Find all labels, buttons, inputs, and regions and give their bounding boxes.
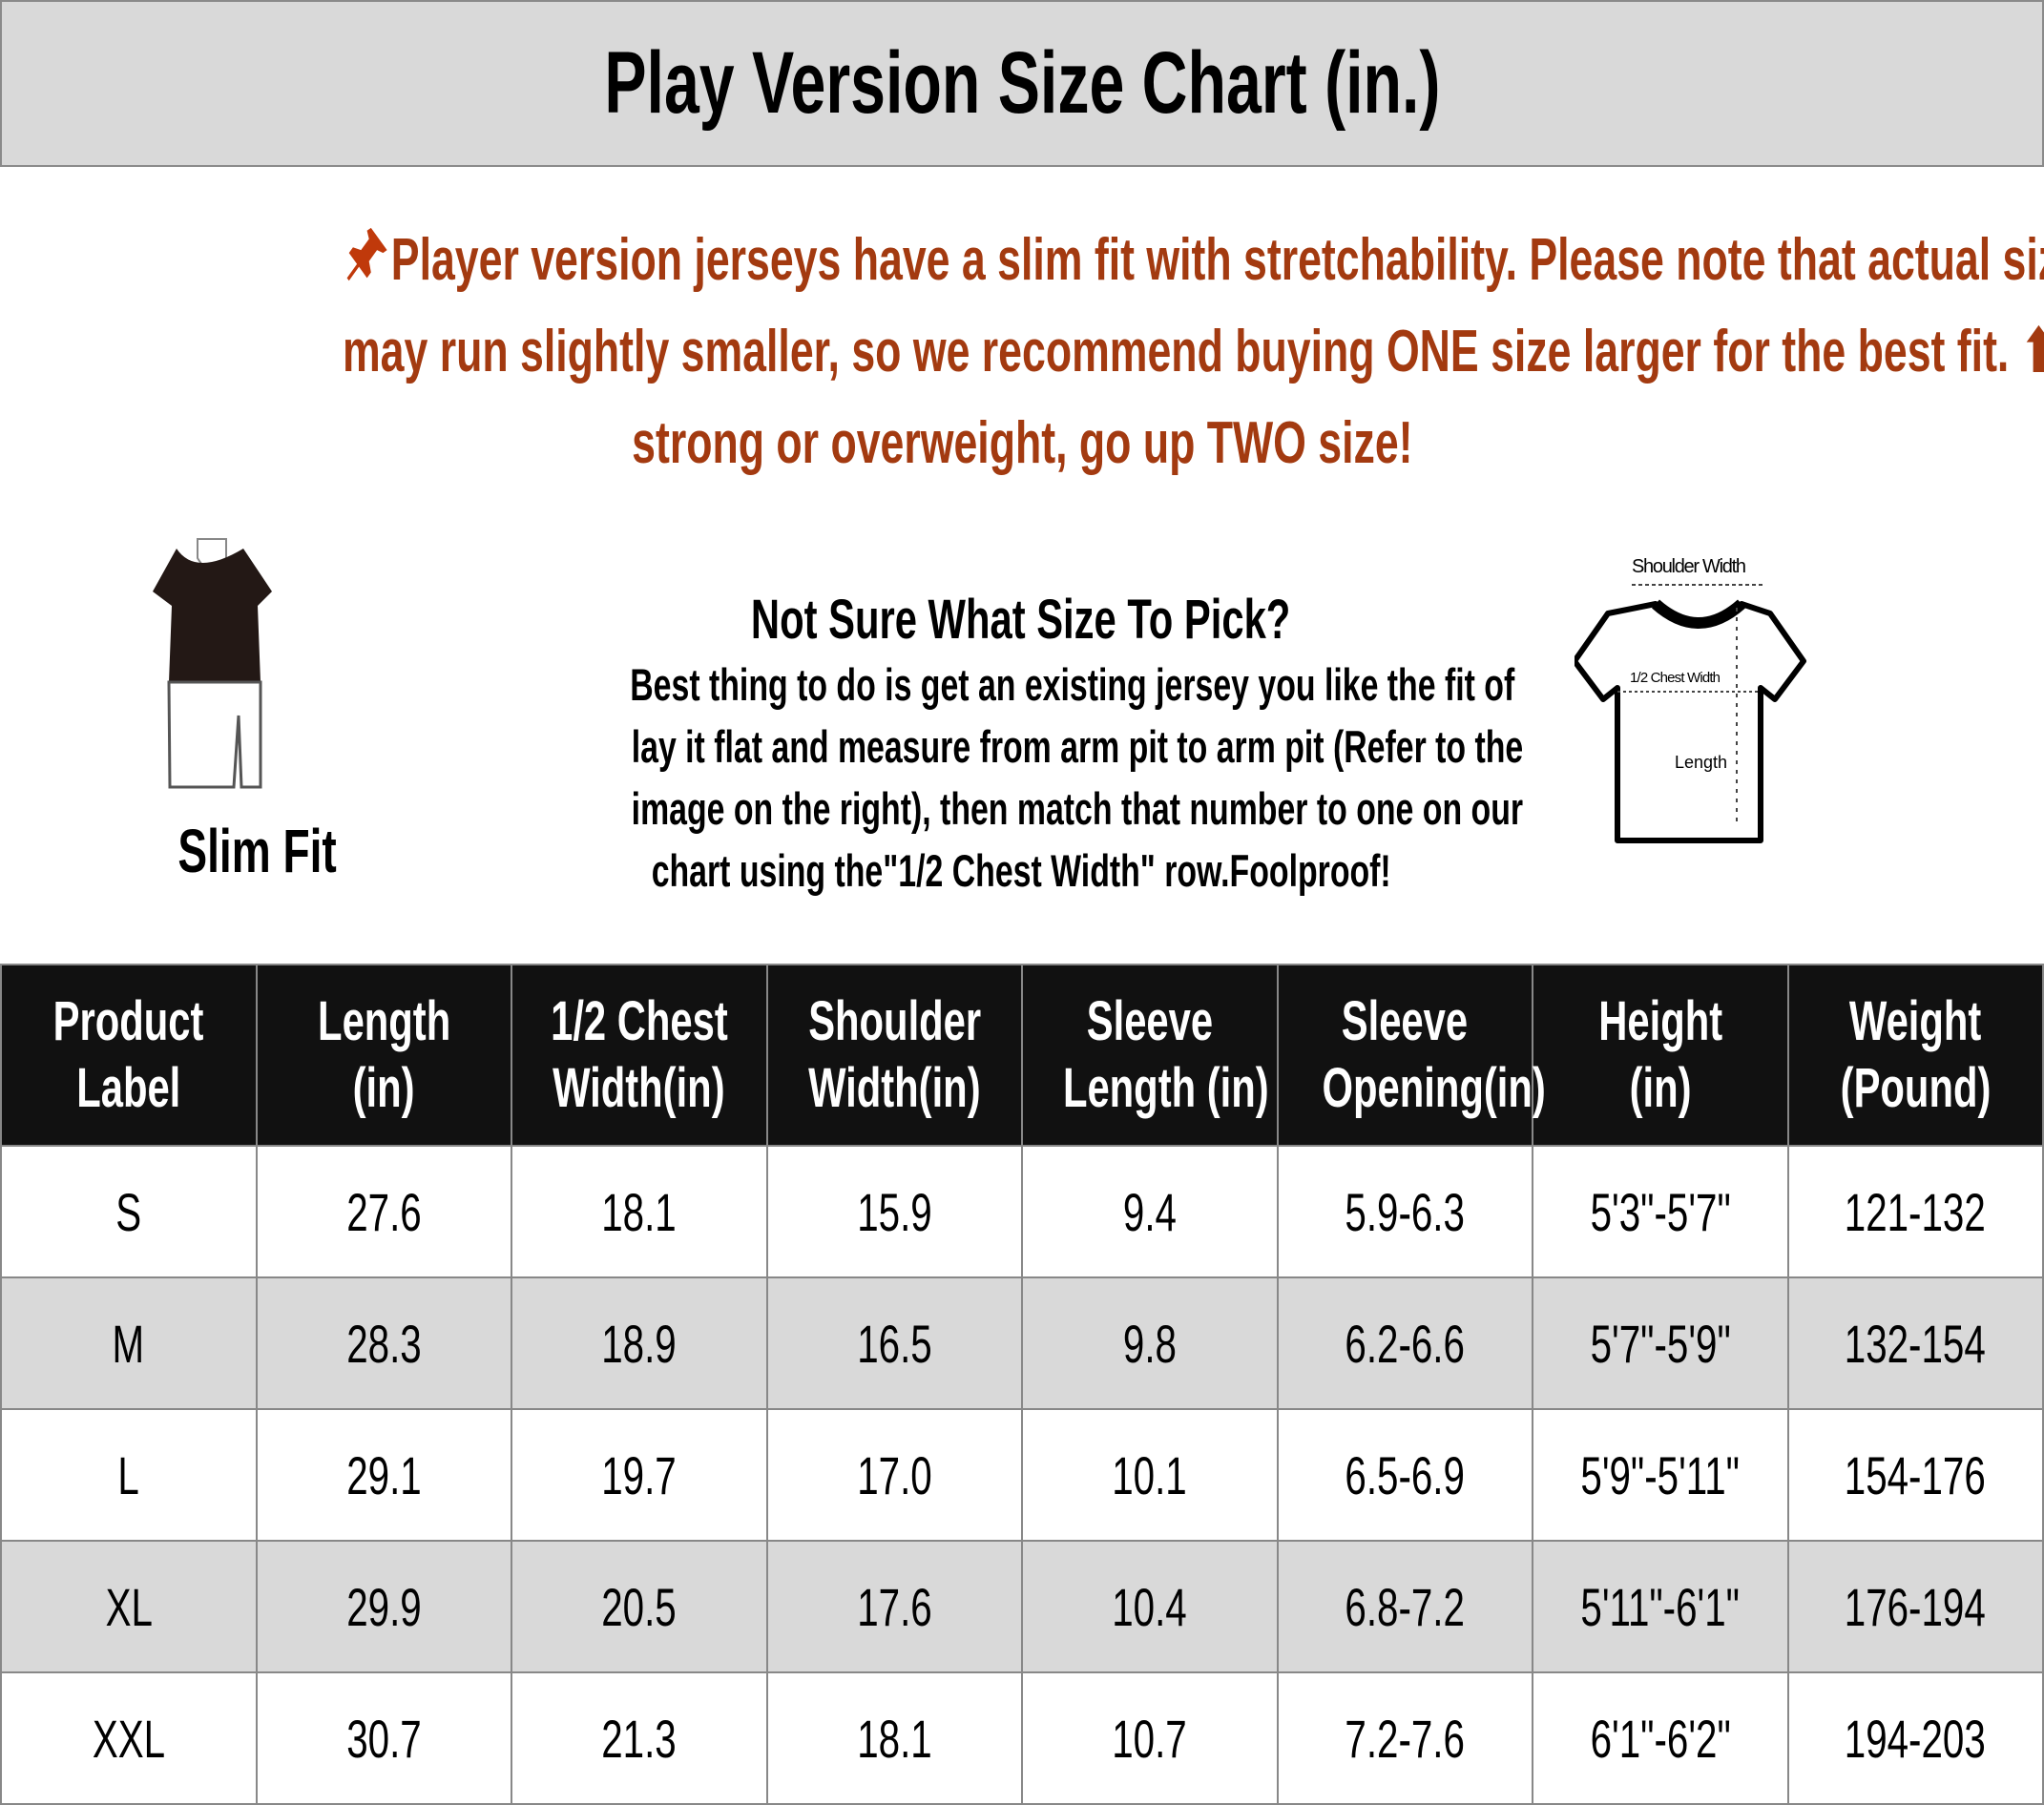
table-cell: 28.3 xyxy=(255,1276,512,1410)
table-cell: 29.9 xyxy=(255,1540,512,1673)
table-cell: 6'1"-6'2" xyxy=(1532,1671,1789,1805)
table-header-row: Product Label Length (in) 1/2 Chest Width(in)… xyxy=(0,964,2044,1147)
table-cell: 10.7 xyxy=(1021,1671,1279,1805)
table-cell: 5.9-6.3 xyxy=(1276,1145,1533,1278)
table-cell: 20.5 xyxy=(511,1540,768,1673)
column-header: Weight (Pound) xyxy=(1786,964,2044,1147)
table-cell: 5'11"-6'1" xyxy=(1532,1540,1789,1673)
table-cell: L xyxy=(0,1408,258,1542)
tshirt-measurement-diagram: Shoulder Width 1/2 Chest Width Length xyxy=(1575,556,1806,843)
advice-heading: Not Sure What Size To Pick? xyxy=(751,589,1291,651)
table-row: L 29.1 19.7 17.0 10.1 6.5-6.9 5'9"-5'11" 154-17… xyxy=(0,1408,2044,1542)
notice-line: Player version jerseys have a slim fit w… xyxy=(390,227,2044,293)
pushpin-icon xyxy=(346,227,387,281)
page-title: Play Version Size Chart (in.) xyxy=(603,34,1441,132)
table-cell: 17.6 xyxy=(765,1540,1023,1673)
table-cell: 121-132 xyxy=(1786,1145,2044,1278)
length-label: Length xyxy=(1675,753,1727,772)
fit-label: Slim Fit xyxy=(177,817,338,885)
table-cell: 194-203 xyxy=(1786,1671,2044,1805)
table-cell: S xyxy=(0,1145,258,1278)
table-cell: 10.1 xyxy=(1021,1408,1279,1542)
table-row: S 27.6 18.1 15.9 9.4 5.9-6.3 5'3"-5'7" 121-132 xyxy=(0,1145,2044,1278)
table-cell: 9.4 xyxy=(1021,1145,1279,1278)
table-cell: 29.1 xyxy=(255,1408,512,1542)
table-row: M 28.3 18.9 16.5 9.8 6.2-6.6 5'7"-5'9" 132-154 xyxy=(0,1276,2044,1410)
advice-line: Best thing to do is get an existing jers… xyxy=(630,659,1515,710)
table-cell: 5'7"-5'9" xyxy=(1532,1276,1789,1410)
table-cell: 10.4 xyxy=(1021,1540,1279,1673)
table-cell: M xyxy=(0,1276,258,1410)
table-cell: 5'3"-5'7" xyxy=(1532,1145,1789,1278)
chest-width-label: 1/2 Chest Width xyxy=(1630,670,1721,686)
table-cell: XL xyxy=(0,1540,258,1673)
page-title-band: Play Version Size Chart (in.) xyxy=(0,0,2044,167)
fit-guide-section: Slim Fit Not Sure What Size To Pick? Bes… xyxy=(0,510,2044,959)
table-cell: 6.5-6.9 xyxy=(1276,1408,1533,1542)
column-header: Sleeve Opening(in) xyxy=(1276,964,1545,1147)
table-cell: 15.9 xyxy=(765,1145,1023,1278)
table-cell: 6.8-7.2 xyxy=(1276,1540,1533,1673)
shoulder-width-label: Shoulder Width xyxy=(1632,556,1746,577)
notice-line: strong or overweight, go up TWO size! xyxy=(631,410,1413,476)
table-cell: 18.9 xyxy=(511,1276,768,1410)
column-header: 1/2 Chest Width(in) xyxy=(511,964,768,1147)
table-row: XXL 30.7 21.3 18.1 10.7 7.2-7.6 6'1"-6'2" 194-2… xyxy=(0,1671,2044,1805)
table-cell: 132-154 xyxy=(1786,1276,2044,1410)
advice-line: lay it flat and measure from arm pit to … xyxy=(631,721,1524,772)
fit-notice: Player version jerseys have a slim fit w… xyxy=(0,215,2044,489)
column-header: Length (in) xyxy=(255,964,512,1147)
table-cell: 5'9"-5'11" xyxy=(1532,1408,1789,1542)
table-row: XL 29.9 20.5 17.6 10.4 6.8-7.2 5'11"-6'1" 176-1… xyxy=(0,1540,2044,1673)
table-cell: 18.1 xyxy=(765,1671,1023,1805)
slim-fit-mannequin-image xyxy=(153,538,272,789)
advice-line: chart using the"1/2 Chest Width" row.Foo… xyxy=(651,845,1391,896)
table-cell: 21.3 xyxy=(511,1671,768,1805)
column-header: Product Label xyxy=(0,964,258,1147)
table-cell: 16.5 xyxy=(765,1276,1023,1410)
table-cell: 18.1 xyxy=(511,1145,768,1278)
table-cell: 176-194 xyxy=(1786,1540,2044,1673)
table-cell: 27.6 xyxy=(255,1145,512,1278)
size-chart-table: Product Label Length (in) 1/2 Chest Width(in)… xyxy=(0,964,2044,1805)
table-cell: 19.7 xyxy=(511,1408,768,1542)
column-header: Shoulder Width(in) xyxy=(765,964,1023,1147)
table-cell: 17.0 xyxy=(765,1408,1023,1542)
column-header: Height (in) xyxy=(1532,964,1789,1147)
table-cell: XXL xyxy=(0,1671,258,1805)
size-advice: Not Sure What Size To Pick? Best thing t… xyxy=(458,587,1584,902)
table-cell: 7.2-7.6 xyxy=(1276,1671,1533,1805)
column-header: Sleeve Length (in) xyxy=(1021,964,1279,1147)
table-cell: 6.2-6.6 xyxy=(1276,1276,1533,1410)
notice-line: may run slightly smaller, so we recommen… xyxy=(342,319,2044,384)
table-cell: 154-176 xyxy=(1786,1408,2044,1542)
table-cell: 30.7 xyxy=(255,1671,512,1805)
table-cell: 9.8 xyxy=(1021,1276,1279,1410)
advice-line: image on the right), then match that num… xyxy=(631,783,1524,834)
